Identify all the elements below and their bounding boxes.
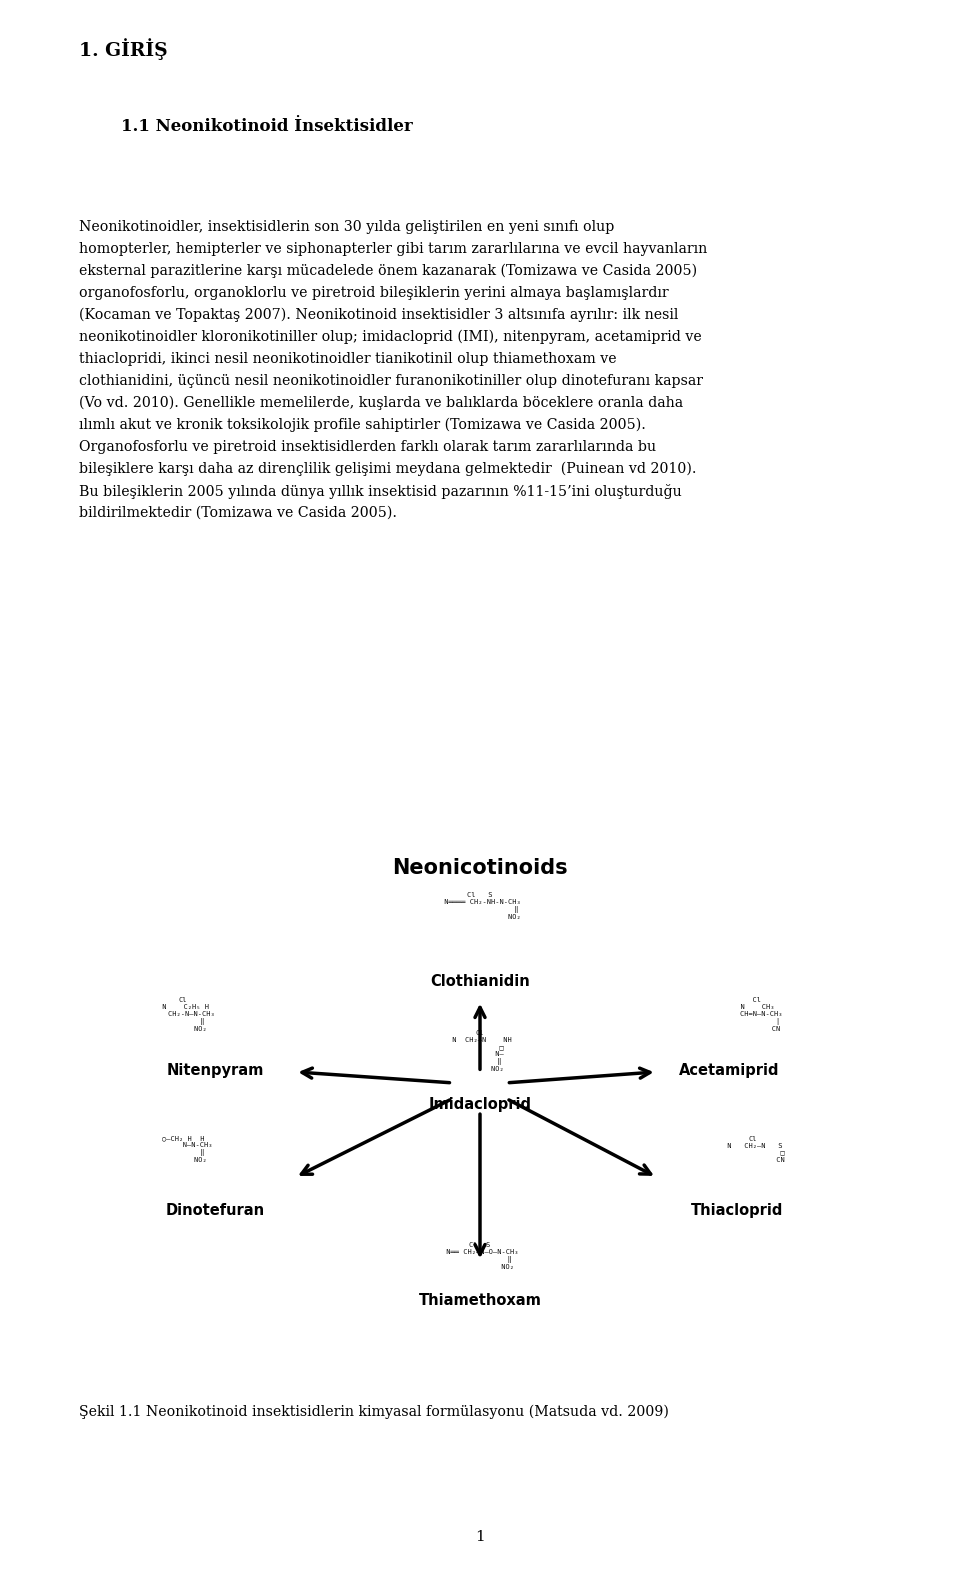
- Text: Cl  S
 N══ CH₂—N—O—N-CH₃
              ‖
             NO₂: Cl S N══ CH₂—N—O—N-CH₃ ‖ NO₂: [442, 1242, 518, 1270]
- Text: Thiacloprid: Thiacloprid: [690, 1203, 783, 1218]
- Text: Clothianidin: Clothianidin: [430, 974, 530, 988]
- Text: Cl
  N    CH₃
    CH=N—N-CH₃
            |
           CN: Cl N CH₃ CH=N—N-CH₃ | CN: [723, 998, 782, 1033]
- Text: Imidacloprid: Imidacloprid: [428, 1097, 532, 1111]
- Text: Bu bileşiklerin 2005 yılında dünya yıllık insektisid pazarının %11-15’ini oluştu: Bu bileşiklerin 2005 yılında dünya yıllı…: [79, 483, 682, 499]
- Text: Dinotefuran: Dinotefuran: [165, 1203, 265, 1218]
- Text: thiaclopridi, ikinci nesil neonikotinoidler tianikotinil olup thiamethoxam ve: thiaclopridi, ikinci nesil neonikotinoid…: [79, 353, 616, 367]
- Text: clothianidini, üçüncü nesil neonikotinoidler furanonikotiniller olup dinotefuran: clothianidini, üçüncü nesil neonikotinoi…: [79, 375, 703, 389]
- Text: organofosforlu, organoklorlu ve piretroid bileşiklerin yerini almaya başlamışlar: organofosforlu, organoklorlu ve piretroi…: [79, 286, 668, 301]
- Text: bildirilmektedir (Tomizawa ve Casida 2005).: bildirilmektedir (Tomizawa ve Casida 200…: [79, 505, 396, 519]
- Text: Cl
 N  CH₂—N    NH
          □
         N—
         ‖
        NO₂: Cl N CH₂—N NH □ N— ‖ NO₂: [448, 1031, 512, 1072]
- Text: (Vo vd. 2010). Genellikle memelilerde, kuşlarda ve balıklarda böceklere oranla d: (Vo vd. 2010). Genellikle memelilerde, k…: [79, 397, 683, 411]
- Text: Cl
 N    C₂H₅ H
    CH₂-N—N-CH₃
         ‖
        NO₂: Cl N C₂H₅ H CH₂-N—N-CH₃ ‖ NO₂: [151, 998, 215, 1033]
- Text: Cl   S
 N════ CH₂-NH-N-CH₃
                 ‖
                NO₂: Cl S N════ CH₂-NH-N-CH₃ ‖ NO₂: [440, 891, 520, 919]
- Text: Acetamiprid: Acetamiprid: [679, 1064, 780, 1078]
- Text: homopterler, hemipterler ve siphonapterler gibi tarım zararlılarına ve evcil hay: homopterler, hemipterler ve siphonapterl…: [79, 242, 707, 257]
- Text: (Kocaman ve Topaktaş 2007). Neonikotinoid insektisidler 3 altsınıfa ayrılır: ilk: (Kocaman ve Topaktaş 2007). Neonikotinoi…: [79, 309, 678, 323]
- Text: eksternal parazitlerine karşı mücadelede önem kazanarak (Tomizawa ve Casida 2005: eksternal parazitlerine karşı mücadelede…: [79, 264, 697, 279]
- Text: Cl
 N   CH₂—N   S
              □
             CN: Cl N CH₂—N S □ CN: [721, 1136, 784, 1163]
- Text: Thiamethoxam: Thiamethoxam: [419, 1292, 541, 1308]
- Text: Nitenpyram: Nitenpyram: [166, 1064, 264, 1078]
- Text: Neonicotinoids: Neonicotinoids: [393, 858, 567, 878]
- Bar: [79, 829, 881, 1390]
- Text: Neonikotinoidler, insektisidlerin son 30 yılda geliştirilen en yeni sınıfı olup: Neonikotinoidler, insektisidlerin son 30…: [79, 220, 614, 235]
- Text: neonikotinoidler kloronikotiniller olup; imidacloprid (IMI), nitenpyram, acetami: neonikotinoidler kloronikotiniller olup;…: [79, 331, 702, 345]
- Text: bileşiklere karşı daha az dirençlilik gelişimi meydana gelmektedir  (Puinean vd : bileşiklere karşı daha az dirençlilik ge…: [79, 463, 696, 477]
- Text: Şekil 1.1 Neonikotinoid insektisidlerin kimyasal formülasyonu (Matsuda vd. 2009): Şekil 1.1 Neonikotinoid insektisidlerin …: [79, 1406, 668, 1420]
- Text: 1. GİRİŞ: 1. GİRİŞ: [79, 38, 167, 60]
- Text: Organofosforlu ve piretroid insektisidlerden farklı olarak tarım zararlılarında : Organofosforlu ve piretroid insektisidle…: [79, 441, 656, 453]
- Text: ılımlı akut ve kronik toksikolojik profile sahiptirler (Tomizawa ve Casida 2005): ılımlı akut ve kronik toksikolojik profi…: [79, 419, 645, 433]
- Text: ○—CH₂ H  H
       N—N-CH₃
         ‖
        NO₂: ○—CH₂ H H N—N-CH₃ ‖ NO₂: [154, 1135, 213, 1163]
- Text: 1.1 Neonikotinoid İnsektisidler: 1.1 Neonikotinoid İnsektisidler: [121, 118, 413, 135]
- Text: 1: 1: [475, 1530, 485, 1544]
